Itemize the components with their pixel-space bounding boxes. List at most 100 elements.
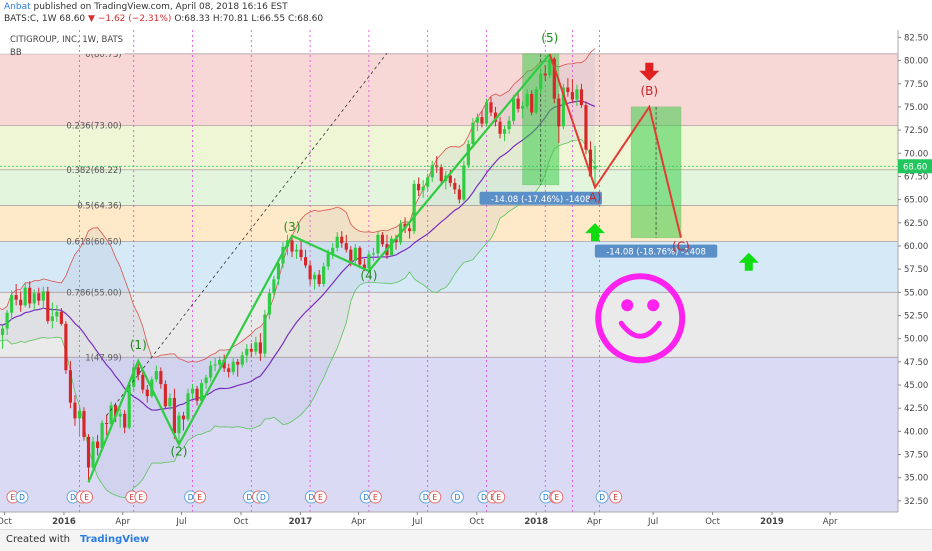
candle-body [394,238,398,243]
fib-level-label: 0.236(73.00) [66,121,121,131]
earnings-marker [193,490,207,504]
price-tick-label: 57.50 [904,265,928,275]
last-price: 68.60 [59,14,86,24]
event-marker-label: D [599,493,605,502]
footer: Created with TradingView [0,529,932,551]
dividend-marker [595,490,609,504]
time-tick-label: 2017 [289,517,313,527]
candle-body [195,388,199,401]
candle-body [376,234,380,254]
fib-level-label: 0.382(68.22) [66,166,121,176]
price-tick-label: 72.50 [904,126,928,136]
candle-body [335,236,339,248]
arrow-down-icon [639,62,660,81]
candle-body [322,266,326,284]
time-tick-label: Oct [705,517,720,527]
wave-path [87,53,551,483]
last-price-label: 68.60 [903,162,927,172]
bb-basis [0,100,596,411]
candle-body [199,383,204,401]
event-marker-label: E [496,493,501,502]
arrows [585,62,759,271]
candle-body [317,274,321,284]
measure-label-bg [479,191,602,205]
candle-body [64,323,68,371]
time-tick-label: Apr [115,517,130,527]
event-marker-label: E [197,493,202,502]
earnings-marker [368,490,382,504]
time-tick-label: 2016 [52,517,76,527]
event-marker-label: E [129,493,134,502]
candle-body [258,342,262,354]
ohlc-header: BATS:C, 1W 68.60 ▼ −1.62 (−2.31%) O:68.3… [4,14,323,24]
candle-body [308,265,312,280]
price-axis[interactable]: 32.50 35.00 37.50 40.00 42.50 45.00 47.50 50.00… [0,30,932,512]
candle-body [484,102,489,124]
candle-body [489,102,493,113]
candle-body [249,348,253,352]
candle-body [448,175,452,183]
time-tick-label: Apr [351,517,366,527]
smiley-right-eye [647,299,660,312]
earnings-marker [609,490,623,504]
time-tick-label: Oct [234,517,249,527]
candle-body [114,405,118,417]
ohlc-values: O:68.33 H:70.81 L:66.55 C:68.60 [174,14,324,24]
smiley-face [595,273,686,364]
price-chart[interactable]: 0(80.73) 0.236(73.00) 0.382(68.22) 0.5(64.3… [0,0,932,530]
earnings-marker [80,490,94,504]
candle-body [209,365,213,378]
author-link[interactable]: Anbat [4,2,31,12]
candle-body [557,98,561,127]
candle-body [109,405,113,424]
price-tick-label: 67.50 [904,172,928,182]
price-tick-label: 77.50 [904,80,928,90]
candle-body [218,359,222,365]
candle-body [168,397,172,407]
fib-level-label: 0(80.73) [85,50,121,60]
event-marker-label: E [84,493,89,502]
time-tick-label: Jul [411,517,422,527]
candle-body [73,402,77,419]
event-marker-label: E [432,493,437,502]
candle-body [82,410,86,437]
event-marker-label: E [555,493,560,502]
candle-body [421,186,425,191]
candle-body [132,367,136,387]
candle-body [263,314,267,354]
event-marker-label: D [188,493,194,502]
candle-body [570,92,574,100]
candle-body [77,410,82,419]
wave-label: (B) [640,84,658,98]
candle-body [507,120,511,130]
price-tick-label: 35.00 [904,474,928,484]
candle-body [588,149,593,177]
candle-body [14,295,18,300]
candle-body [186,393,190,420]
time-axis[interactable]: Oct 2016 Apr Jul Oct 2017 Apr Jul Oct 2018 Apr Jul O… [0,511,898,527]
candle-body [204,377,208,384]
candle-body [290,240,294,252]
tradingview-logo[interactable]: TradingView [80,534,150,545]
symbol-label: BATS:C, 1W [4,14,57,24]
wave-label: (5) [541,31,558,45]
candle-body [227,368,231,373]
candle-body [430,165,434,178]
candle-body [344,243,348,250]
event-marker-label: D [260,493,266,502]
chart-title: CITIGROUP, INC, 1W, BATS [10,35,123,45]
candle-body [525,93,529,107]
fib-zone [0,292,898,358]
candle-body [412,183,416,232]
wave-label: (2) [170,444,187,458]
event-marker-label: D [423,493,429,502]
earnings-marker [550,490,564,504]
candle-body [5,312,9,329]
event-markers: EDDEEEEDEDEDEDEDEDEDEDEDEDE [6,490,623,504]
candle-body [1,328,5,335]
candle-body [28,287,32,304]
arrow-up-icon [738,252,759,271]
price-tick-label: 82.50 [904,33,928,43]
candle-body [575,89,579,100]
candle-body [313,274,317,280]
